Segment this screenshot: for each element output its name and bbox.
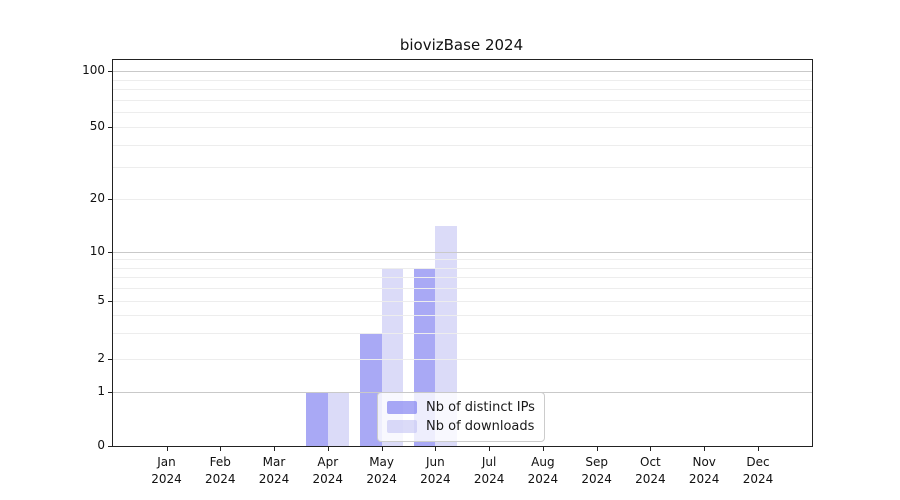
bar-distinct-ips-may <box>360 333 382 446</box>
x-tick-mark-mar <box>274 447 275 451</box>
y-tick-label-50: 50 <box>89 119 105 133</box>
gridline-minor-3 <box>113 333 812 334</box>
legend-label-distinct-ips: Nb of distinct IPs <box>426 400 535 415</box>
legend-swatch-downloads <box>387 420 417 433</box>
legend: Nb of distinct IPs Nb of downloads <box>377 392 545 442</box>
plot-area: Nb of distinct IPs Nb of downloads 0 1 2 5 1… <box>82 59 813 486</box>
gridline-minor-50 <box>113 127 812 128</box>
x-tick-label-sep: Sep 2024 <box>581 455 612 486</box>
legend-item-downloads: Nb of downloads <box>387 419 535 434</box>
gridline-major-1 <box>113 392 812 393</box>
x-tick-mark-jun <box>435 447 437 451</box>
x-tick-mark-feb <box>220 447 222 451</box>
x-tick-label-jun: Jun 2024 <box>420 455 451 486</box>
gridline-minor-40 <box>113 145 812 146</box>
gridline-minor-8 <box>113 268 812 269</box>
x-tick-mark-oct <box>650 447 652 451</box>
bar-downloads-jun <box>435 226 457 446</box>
gridline-minor-6 <box>113 288 812 289</box>
x-tick-mark-may <box>381 447 383 451</box>
y-tick-mark-10 <box>108 252 112 253</box>
y-tick-mark-0 <box>108 446 112 447</box>
x-tick-label-apr: Apr 2024 <box>312 455 344 486</box>
x-tick-label-nov: Nov 2024 <box>688 455 720 486</box>
gridline-minor-4 <box>113 315 812 316</box>
x-tick-label-feb: Feb 2024 <box>205 455 236 486</box>
gridline-major-10 <box>113 252 812 253</box>
bar-distinct-ips-apr <box>306 392 328 446</box>
gridline-minor-70 <box>113 100 812 101</box>
gridline-minor-30 <box>113 167 812 168</box>
x-tick-label-dec: Dec 2024 <box>742 455 774 486</box>
y-tick-mark-100 <box>108 71 112 72</box>
y-tick-mark-1 <box>108 392 112 393</box>
y-tick-mark-5 <box>108 301 112 302</box>
x-tick-mark-sep <box>596 447 598 451</box>
x-tick-mark-aug <box>542 447 544 451</box>
y-tick-label-20: 20 <box>89 191 105 205</box>
y-tick-label-0: 0 <box>97 438 105 452</box>
x-tick-label-oct: Oct 2024 <box>635 455 666 486</box>
gridline-minor-2 <box>113 359 812 360</box>
y-tick-label-2: 2 <box>97 351 105 365</box>
gridline-minor-90 <box>113 80 812 81</box>
gridline-minor-80 <box>113 89 812 90</box>
gridline-minor-60 <box>113 112 812 113</box>
legend-item-distinct-ips: Nb of distinct IPs <box>387 400 535 415</box>
gridline-minor-20 <box>113 199 812 200</box>
x-tick-label-jul: Jul 2024 <box>473 455 505 486</box>
x-tick-mark-apr <box>327 447 329 451</box>
x-tick-mark-nov <box>704 447 706 451</box>
gridline-major-100 <box>113 71 812 72</box>
gridline-minor-9 <box>113 259 812 260</box>
y-tick-label-5: 5 <box>97 293 105 307</box>
y-tick-label-1: 1 <box>97 384 105 398</box>
gridline-minor-7 <box>113 277 812 278</box>
x-tick-label-mar: Mar 2024 <box>258 455 290 486</box>
y-tick-mark-20 <box>108 199 112 200</box>
x-tick-label-may: May 2024 <box>366 455 397 486</box>
chart-title: biovizBase 2024 <box>399 36 524 54</box>
x-tick-mark-dec <box>758 447 759 451</box>
x-tick-label-aug: Aug 2024 <box>527 455 559 486</box>
x-tick-label-jan: Jan 2024 <box>151 455 182 486</box>
x-tick-mark-jul <box>489 447 491 451</box>
y-tick-label-10: 10 <box>89 244 105 258</box>
y-tick-mark-2 <box>108 359 112 360</box>
x-tick-mark-jan <box>166 447 168 451</box>
gridline-minor-5 <box>113 301 812 302</box>
legend-swatch-distinct-ips <box>387 401 417 414</box>
bar-downloads-apr <box>327 392 350 446</box>
y-tick-mark-50 <box>108 127 112 128</box>
legend-label-downloads: Nb of downloads <box>426 419 535 434</box>
y-tick-label-100: 100 <box>82 63 105 77</box>
